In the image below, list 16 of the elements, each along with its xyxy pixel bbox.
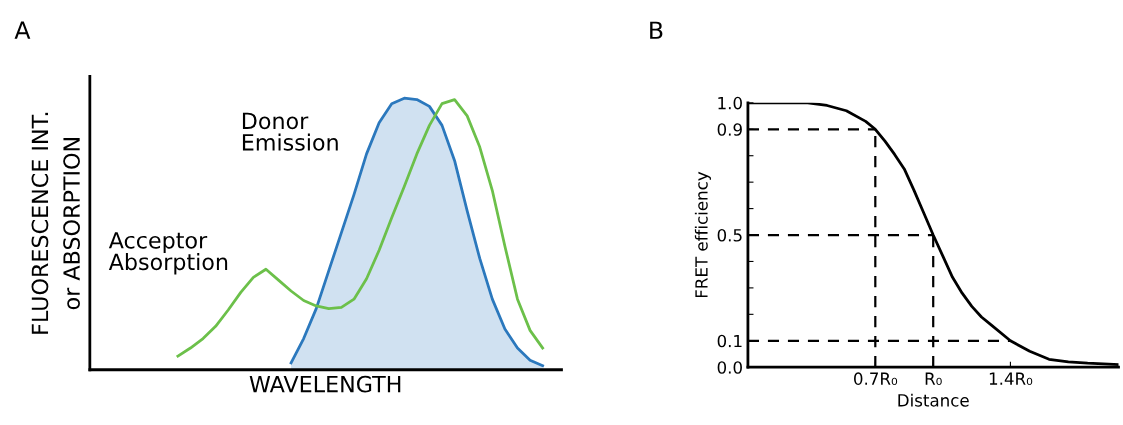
y-tick-label: 0.5 <box>717 228 742 242</box>
series-label: Acceptor Absorption <box>108 232 228 275</box>
y-tick-label: 1.0 <box>718 96 742 110</box>
y-axis-title: FLUORESCENCE INT. or ABSORPTION <box>31 112 80 334</box>
y-tick-label: 0.1 <box>717 334 742 348</box>
x-axis-title: WAVELENGTH <box>249 375 401 393</box>
chart-title: A <box>14 21 31 39</box>
y-tick-label: 0.0 <box>717 361 742 374</box>
y-tick-label: 0.9 <box>717 123 742 136</box>
x-axis-title: Distance <box>898 393 969 407</box>
chart-title: B <box>650 21 663 39</box>
y-axis-title: FRET efficiency <box>694 171 711 298</box>
series-label: Donor Emission <box>242 112 338 151</box>
x-tick-label: 1.4R₀ <box>989 372 1033 385</box>
x-tick-label: R₀ <box>925 372 942 385</box>
x-tick-label: 0.7R₀ <box>854 372 898 385</box>
